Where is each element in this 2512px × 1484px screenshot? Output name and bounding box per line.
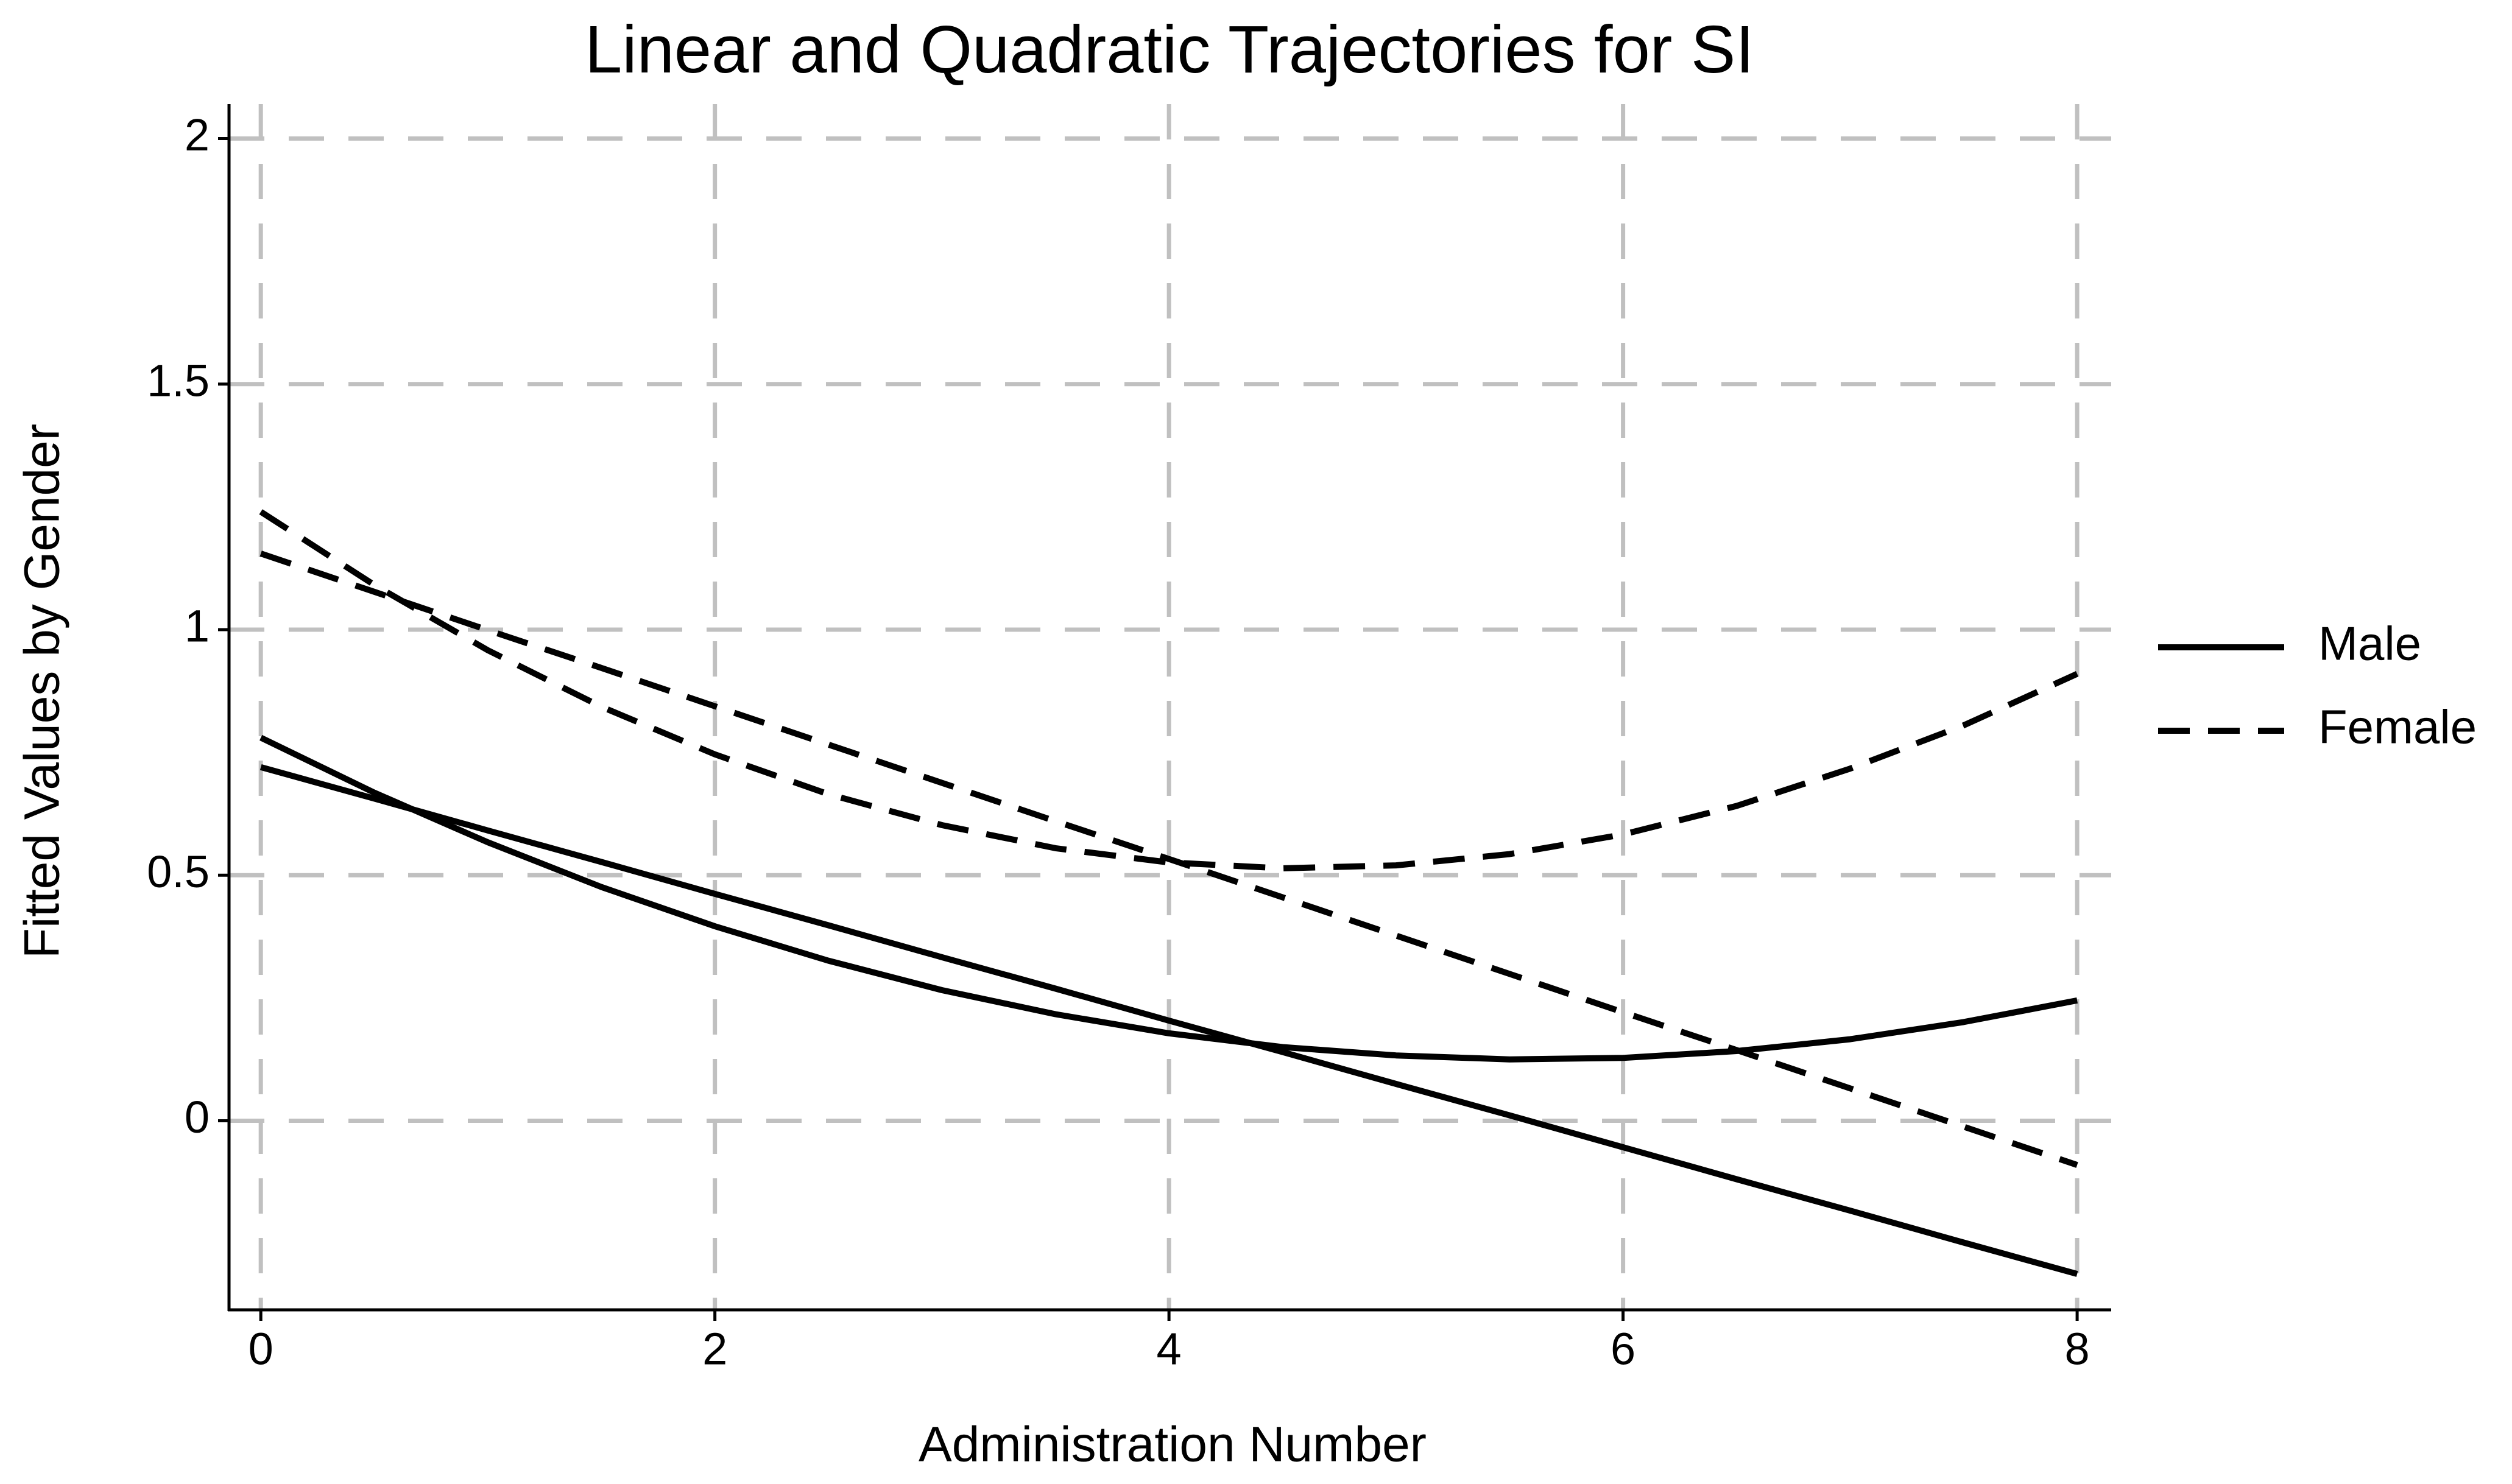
trend-line [259, 509, 2079, 871]
x-axis-label: Administration Number [919, 1417, 1427, 1472]
legend-label: Female [2318, 700, 2477, 754]
y-tick-label: 1.5 [147, 355, 210, 406]
x-tick-label: 2 [702, 1324, 727, 1374]
trend-line [259, 550, 2078, 1168]
y-tick-label: 2 [185, 110, 210, 160]
x-tick-label: 4 [1157, 1324, 1182, 1374]
y-tick-label: 0 [185, 1092, 210, 1142]
legend-label: Male [2318, 617, 2421, 670]
y-tick-label: 0.5 [147, 846, 210, 897]
x-tick-label: 8 [2065, 1324, 2090, 1374]
trend-line [259, 734, 2078, 1063]
chart-title: Linear and Quadratic Trajectories for SI [585, 12, 1754, 87]
x-tick-label: 6 [1611, 1324, 1635, 1374]
y-tick-label: 1 [185, 601, 210, 652]
x-tick-label: 0 [249, 1324, 273, 1374]
trend-line [259, 764, 2078, 1277]
y-axis-label: Fitted Values by Gender [15, 424, 70, 958]
